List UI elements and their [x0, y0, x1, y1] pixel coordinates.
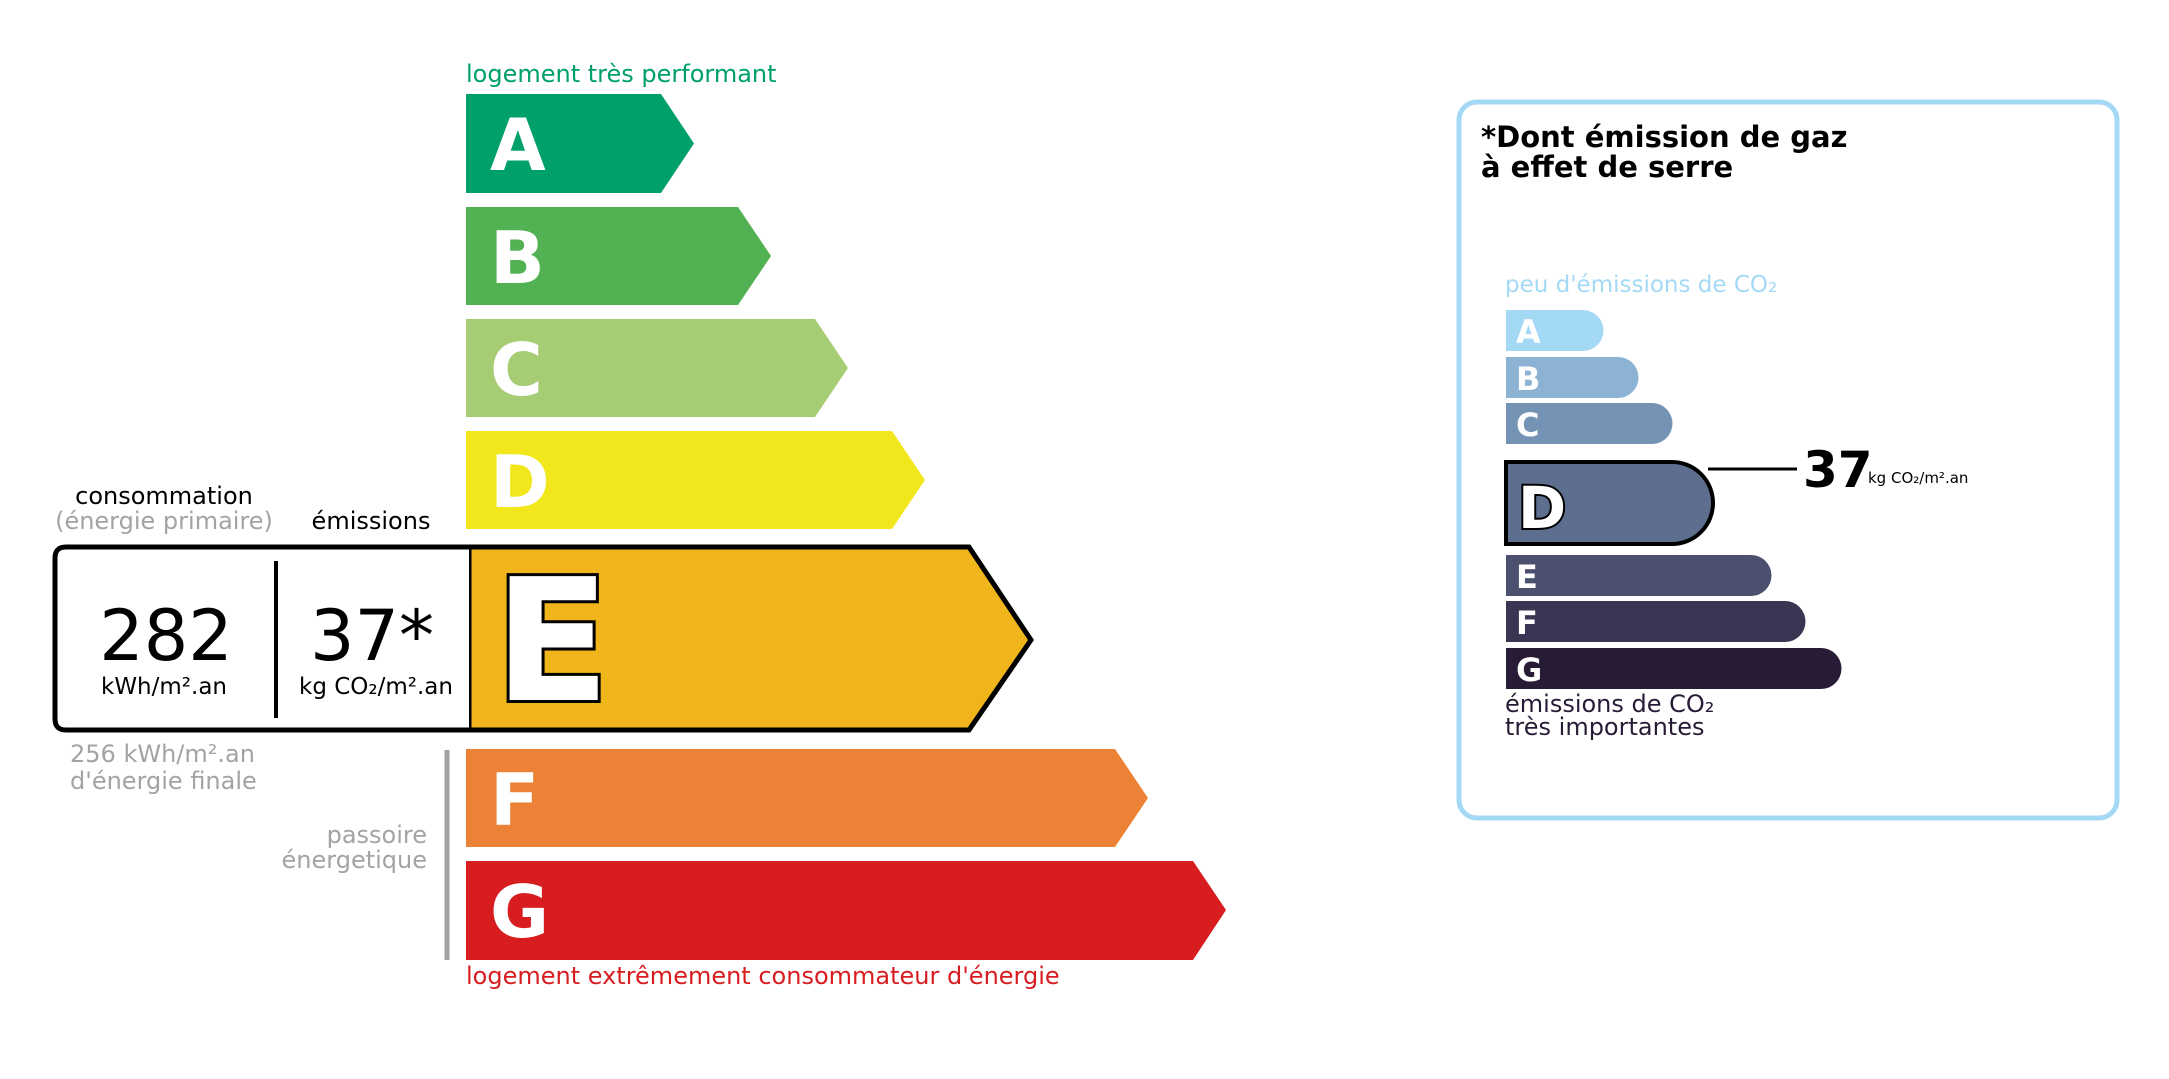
ghg-bottom-label-line1: émissions de CO₂	[1505, 690, 1715, 718]
energy-class-a-bar	[466, 94, 694, 193]
ghg-unit: kg CO₂/m².an	[1868, 469, 1969, 487]
ghg-class-e-bar	[1506, 555, 1772, 596]
final-energy-label: d'énergie finale	[70, 767, 257, 795]
ghg-class-c-bar	[1506, 403, 1673, 444]
consumption-sublabel: (énergie primaire)	[55, 507, 273, 535]
ghg-class-b-bar	[1506, 357, 1639, 398]
energy-top-label: logement très performant	[466, 60, 777, 88]
energy-letter-c: C	[490, 328, 543, 412]
ghg-letter-b: B	[1516, 360, 1540, 398]
final-energy-value: 256 kWh/m².an	[70, 740, 255, 768]
ghg-title-line1: *Dont émission de gaz	[1481, 120, 1848, 154]
ghg-value: 37	[1803, 441, 1873, 499]
ghg-class-d-bar	[1504, 460, 1715, 546]
ghg-letter-d-current: D	[1518, 474, 1566, 542]
ghg-top-label: peu d'émissions de CO₂	[1505, 272, 1778, 298]
ghg-letter-e: E	[1516, 558, 1538, 596]
ghg-bottom-label-line2: très importantes	[1505, 713, 1705, 741]
passoire-label-line1: passoire	[326, 821, 427, 849]
consumption-value: 282	[99, 595, 233, 677]
ghg-letter-g: G	[1516, 651, 1542, 689]
consumption-unit: kWh/m².an	[101, 674, 227, 700]
energy-class-f-bar	[466, 749, 1148, 847]
energy-bottom-label: logement extrêmement consommateur d'éner…	[466, 962, 1060, 990]
emissions-label: émissions	[311, 507, 431, 535]
energy-value-box	[52, 544, 469, 733]
ghg-class-a-bar	[1506, 310, 1604, 351]
energy-letter-g: G	[490, 870, 549, 954]
energy-class-g-bar	[466, 861, 1226, 960]
energy-letter-e-current: E	[494, 543, 610, 741]
energy-class-b-bar	[466, 207, 771, 305]
consumption-label: consommation	[75, 482, 253, 510]
passoire-label-line2: énergetique	[281, 846, 427, 874]
energy-letter-d: D	[490, 440, 550, 524]
energy-letter-b: B	[490, 216, 545, 300]
emissions-value: 37*	[309, 595, 435, 677]
energy-letter-a: A	[490, 103, 546, 187]
ghg-class-f-bar	[1506, 601, 1806, 642]
energy-class-c-bar	[466, 319, 848, 417]
energy-class-d-bar	[466, 431, 925, 529]
ghg-title-line2: à effet de serre	[1481, 150, 1734, 184]
emissions-unit: kg CO₂/m².an	[299, 674, 453, 700]
energy-letter-f: F	[490, 758, 539, 842]
ghg-class-g-bar	[1506, 648, 1842, 689]
ghg-letter-a: A	[1516, 313, 1541, 351]
ghg-letter-c: C	[1516, 406, 1539, 444]
ghg-letter-f: F	[1516, 604, 1538, 642]
